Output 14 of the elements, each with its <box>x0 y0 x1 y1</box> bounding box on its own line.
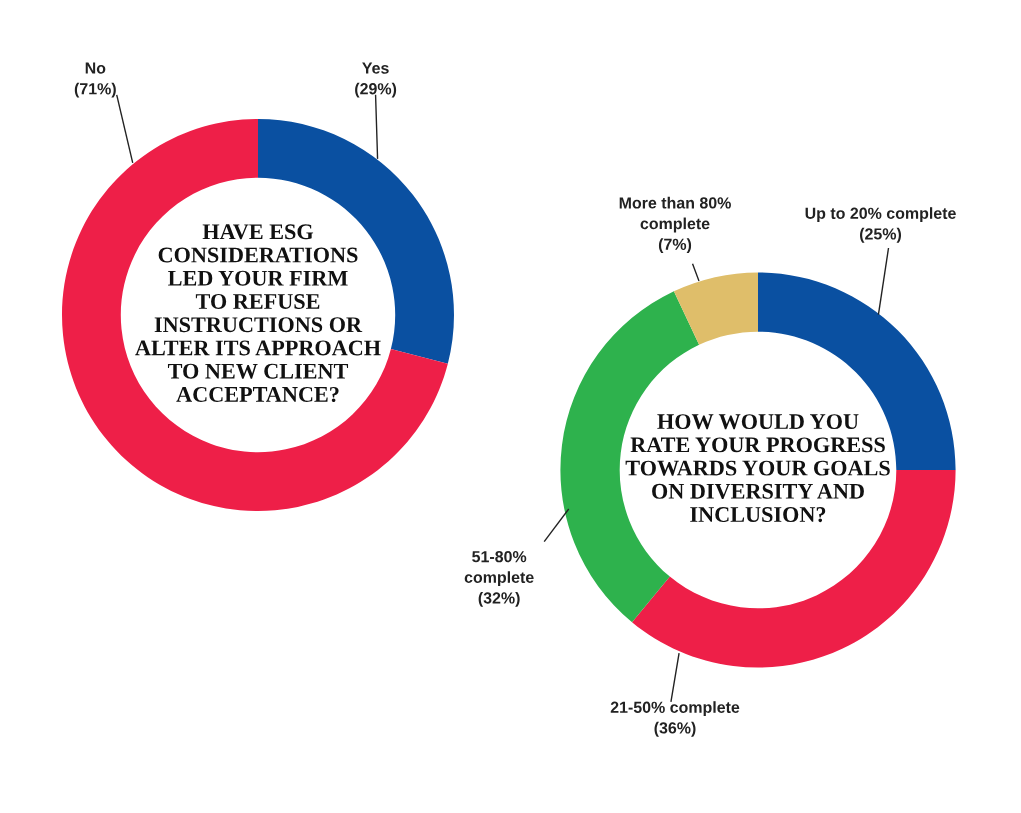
data-label: (36%) <box>654 721 696 737</box>
data-label: (71%) <box>74 82 116 98</box>
slice-label: Yes <box>362 62 389 74</box>
data-label: (29%) <box>355 82 397 98</box>
data-label: (32%) <box>478 591 520 607</box>
text: HOW WOULD YOU RATE YOUR PROGRESS TOWARDS YOUR GOALS ON DIVERSITY AND INCLUSION? <box>625 414 890 523</box>
text: HAVE ESG CONSIDERATIONS LED YOUR FIRM TO REFUSE INSTRUCTIONS OR ALTER ITS APPROACH TO NEW CLIENT ACCEPTANCE? <box>135 224 381 402</box>
data-label: (25%) <box>860 227 902 243</box>
slice-label: More than 80% complete <box>619 196 731 233</box>
slice-label: Up to 20% complete <box>805 207 956 223</box>
slice-label: 21-50% complete <box>610 701 740 717</box>
data-label: (7%) <box>658 238 692 254</box>
slice-label: No <box>85 62 106 74</box>
slice-label: 51-80% complete <box>464 550 534 587</box>
